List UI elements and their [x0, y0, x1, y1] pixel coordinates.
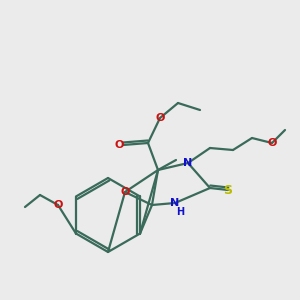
- Text: O: O: [155, 113, 165, 123]
- Text: O: O: [267, 138, 277, 148]
- Text: H: H: [176, 207, 184, 217]
- Text: O: O: [114, 140, 124, 150]
- Text: S: S: [224, 184, 232, 196]
- Text: N: N: [170, 198, 180, 208]
- Text: N: N: [183, 158, 193, 168]
- Text: O: O: [53, 200, 63, 210]
- Text: O: O: [120, 187, 130, 197]
